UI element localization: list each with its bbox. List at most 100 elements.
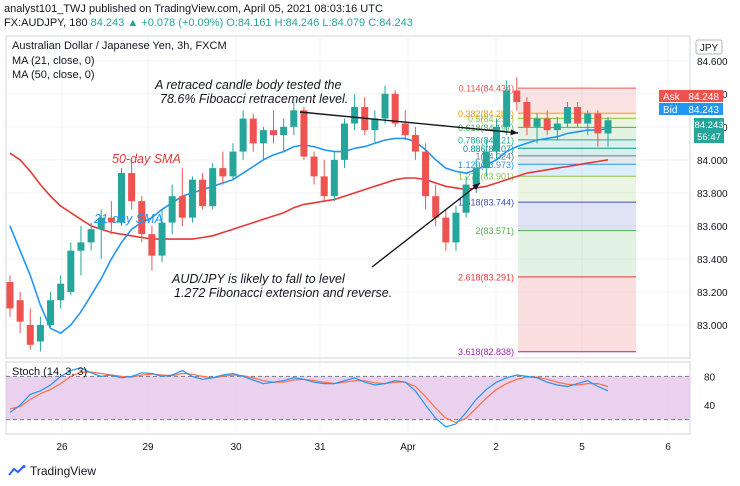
candle-body	[178, 196, 186, 218]
y-tick-label: 83.600	[697, 222, 728, 233]
candle-body	[26, 324, 34, 345]
annotation-top-line2: 78.6% Fiboacci retracement level.	[160, 92, 348, 106]
annotation-bottom-line2: 1.272 Fibonacci extension and reverse.	[174, 286, 392, 300]
symbol-line: FX:AUDJPY, 180	[4, 17, 88, 29]
candle-body	[249, 118, 257, 144]
y-tick-label: 84.600	[697, 57, 728, 68]
ma21-line	[9, 127, 609, 335]
candle-body	[442, 217, 450, 243]
x-tick-label: 30	[230, 442, 242, 453]
fib-zone	[518, 276, 636, 352]
last-price-value: 84.243	[694, 120, 723, 131]
last-price-tag	[694, 118, 724, 143]
bid-label: Bid	[663, 105, 677, 116]
label-21-day-sma: 21-day SMA	[93, 212, 163, 226]
candle-body	[472, 168, 480, 185]
fib-level-label: 0.618(84.197)	[458, 123, 514, 133]
legend-stoch[interactable]: Stoch (14, 3, 3)	[12, 366, 88, 378]
fib-zone	[518, 176, 636, 203]
fib-level-label: 1.618(83.744)	[458, 198, 514, 208]
arrow-to-fib-786-head	[510, 129, 518, 136]
candle-body	[239, 118, 247, 152]
candle-body	[563, 107, 571, 124]
fib-zone	[518, 202, 636, 231]
pair-title[interactable]: Australian Dollar / Japanese Yen, 3h, FX…	[12, 40, 227, 52]
x-tick-label: 6	[665, 442, 671, 453]
candle-body	[411, 135, 419, 152]
candle-body	[6, 282, 14, 309]
candle-body	[188, 179, 196, 218]
x-tick-label: 2	[493, 442, 499, 453]
candle-body	[199, 179, 207, 207]
candle-body	[462, 184, 470, 213]
fib-zone	[518, 230, 636, 277]
candle-body	[148, 234, 156, 256]
candle-body	[503, 90, 511, 127]
currency-box[interactable]	[695, 39, 723, 55]
annotation-bottom-line1: AUD/JPY is likely to fall to level	[171, 272, 346, 286]
candle-body	[138, 201, 146, 235]
fib-level-label: 2(83.571)	[475, 226, 514, 236]
candle-body	[290, 110, 298, 127]
fib-level-label: 0.114(84.434)	[459, 84, 514, 94]
legend-ma50[interactable]: MA (50, close, 0)	[12, 69, 95, 81]
candle-body	[310, 156, 318, 177]
y-tick-label: 84.000	[697, 156, 728, 167]
arrow-to-fib-1272	[371, 182, 481, 268]
candle-body	[401, 123, 409, 136]
stoch-tick-label: 40	[704, 401, 716, 412]
x-tick-label: 29	[142, 442, 154, 453]
candle-body	[432, 196, 440, 218]
fib-level-label: 1(84.024)	[475, 151, 514, 161]
bid-value: 84.243	[688, 105, 719, 116]
candle-body	[77, 242, 85, 251]
fib-zone	[518, 127, 636, 140]
candle-body	[482, 151, 490, 169]
candle-body	[513, 90, 521, 103]
candle-countdown: 56:47	[697, 132, 721, 143]
publisher-line: analyst101_TWJ published on TradingView.…	[4, 3, 383, 15]
arrow-to-fib-786	[299, 111, 519, 134]
stochastic	[6, 367, 690, 428]
candle-body	[67, 250, 75, 292]
candle-body	[117, 173, 125, 223]
ma50-line	[9, 152, 609, 240]
candle-body	[340, 123, 348, 160]
main-pane	[5, 35, 691, 359]
low-value: L:84.079	[322, 17, 366, 29]
candle-body	[57, 283, 65, 301]
candle-body	[259, 130, 267, 144]
fib-level-label: 2.618(83.291)	[458, 272, 514, 282]
tradingview-brand-text: TradingView	[30, 464, 97, 478]
stoch-k-line	[9, 367, 609, 428]
candle-body	[330, 159, 338, 197]
candle-body	[229, 151, 237, 177]
high-value: H:84.246	[274, 17, 320, 29]
symbol-ohlc-line: FX:AUDJPY, 180 84.243 ▲ +0.078 (+0.09%) …	[4, 17, 413, 29]
candle-body	[47, 300, 55, 325]
annotations	[299, 111, 519, 268]
y-tick-label: 83.800	[697, 189, 728, 200]
last-price: 84.243	[90, 17, 125, 29]
ask-tag	[659, 90, 723, 102]
annotation-top-line1: A retraced candle body tested the	[154, 78, 342, 92]
candle-body	[107, 217, 115, 223]
bid-tag	[659, 103, 723, 115]
candle-body	[381, 93, 389, 119]
ask-value: 84.248	[688, 92, 719, 103]
y-tick-label: 83.000	[697, 321, 728, 332]
candle-body	[594, 113, 602, 134]
tradingview-logo-icon	[8, 465, 26, 476]
fib-zone	[518, 164, 636, 177]
ask-label: Ask	[663, 92, 681, 103]
candle-body	[219, 168, 227, 177]
fib-level-label: 0.382(84.282)	[458, 109, 514, 119]
tradingview-brand[interactable]: TradingView	[8, 464, 96, 478]
candle-body	[300, 110, 308, 157]
candle-body	[452, 212, 460, 243]
candle-body	[320, 176, 328, 197]
candle-body	[533, 118, 541, 127]
legend-ma21[interactable]: MA (21, close, 0)	[12, 55, 95, 67]
